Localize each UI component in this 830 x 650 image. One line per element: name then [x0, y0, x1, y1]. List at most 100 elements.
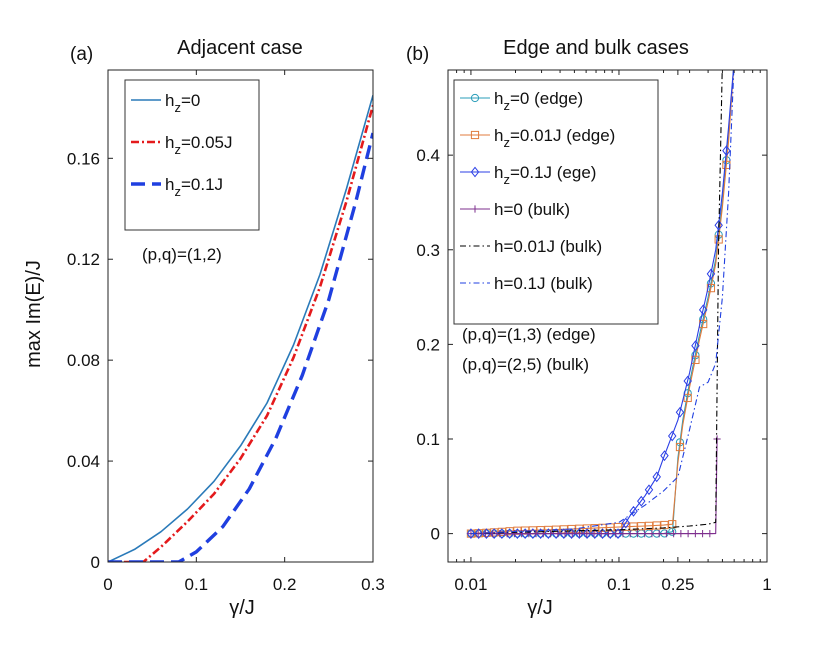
- panel-b-legend-label: hz=0.1J (ege): [494, 163, 596, 187]
- panel-b-series-3-marker: [619, 530, 627, 538]
- panel-a-series-group: [108, 94, 373, 562]
- panel-b-axes: 0.01 0.1 0.25 1 0 0.1 0.2 0.3 0.4: [416, 69, 772, 594]
- panel-b-annotation-edge: (p,q)=(1,3) (edge): [462, 325, 596, 344]
- panel-b-legend-label: h=0.01J (bulk): [494, 237, 602, 256]
- panel-b-series-3-marker: [604, 530, 613, 538]
- panel-a-xtick-label: 0.2: [273, 575, 297, 594]
- panel-a-xlabel: γ/J: [229, 597, 255, 619]
- panel-b-series-1-marker: [629, 522, 638, 531]
- panel-b-series-0-marker: [731, 57, 738, 64]
- panel-b-series-3-marker: [648, 530, 656, 538]
- panel-b-series-2-marker: [675, 406, 685, 418]
- panel-b-series-line-5: [470, 70, 735, 535]
- panel-b-series-3-marker: [691, 530, 699, 538]
- panel-b-series-2-marker: [644, 484, 654, 496]
- panel-b-series-3-marker: [698, 530, 707, 538]
- panel-b-series-1-marker: [590, 524, 599, 533]
- panel-a-ytick-label: 0.04: [67, 452, 100, 471]
- panel-b: (b) Edge and bulk cases 0.01 0.1 0.25 1 0 0.1…: [406, 37, 772, 619]
- panel-b-ytick-label: 0.3: [416, 241, 440, 260]
- panel-a-label: (a): [70, 44, 93, 65]
- panel-b-series-2-marker: [567, 528, 576, 540]
- panel-b-series-1-marker: [706, 284, 716, 293]
- panel-a-ytick-label: 0.12: [67, 250, 100, 269]
- panel-a-ytick-label: 0: [91, 553, 100, 572]
- panel-a: (a) Adjacent case 0 0.1 0.2 0.3 0 0.04 0.08 0.1…: [23, 37, 385, 619]
- panel-a-xtick-label: 0.1: [185, 575, 209, 594]
- panel-a-plot-area: [108, 94, 373, 562]
- panel-b-series-3-marker: [590, 530, 598, 538]
- panel-b-series-2-marker: [590, 528, 600, 540]
- panel-b-series-2-marker: [660, 450, 669, 462]
- panel-b-legend-marker: [470, 130, 480, 140]
- panel-b-legend: hz=0 (edge) hz=0.01J (edge) hz=0.1J (ege) h…: [453, 79, 659, 325]
- panel-b-series-2-marker: [551, 528, 561, 540]
- panel-b-series-line-3: [470, 438, 718, 535]
- panel-b-xtick-label: 1: [762, 575, 771, 594]
- panel-b-series-2-marker: [667, 430, 677, 442]
- panel-b-series-3-marker: [532, 530, 540, 538]
- panel-b-legend-label: hz=0 (edge): [494, 89, 583, 113]
- panel-b-series-1-marker: [683, 393, 692, 403]
- panel-b-series-3-marker: [597, 530, 605, 538]
- panel-b-series-3-marker: [641, 530, 649, 538]
- panel-a-legend: hz=0 hz=0.05J hz=0.1J: [124, 79, 260, 231]
- panel-a-annotation: (p,q)=(1,2): [142, 245, 222, 264]
- panel-b-ytick-label: 0.1: [416, 430, 440, 449]
- panel-a-ytick-label: 0.08: [67, 351, 100, 370]
- panel-b-series-2-marker: [575, 528, 584, 540]
- panel-a-series-line-1: [108, 104, 373, 562]
- panel-b-legend-label: h=0 (bulk): [494, 200, 570, 219]
- panel-b-series-3-marker: [546, 530, 555, 538]
- panel-b-series-2-marker: [482, 528, 491, 540]
- panel-b-series-1-marker: [644, 521, 654, 530]
- panel-b-series-1-marker: [668, 520, 677, 529]
- panel-b-series-3-marker: [655, 530, 663, 538]
- panel-b-ytick-label: 0.2: [416, 335, 440, 354]
- panel-b-series-3-marker: [503, 530, 511, 538]
- panel-b-series-1-marker: [660, 520, 669, 530]
- panel-b-legend-marker: [470, 166, 480, 178]
- panel-b-series-3-marker: [626, 530, 634, 538]
- panel-a-series-line-2: [108, 132, 373, 562]
- panel-b-series-line-4: [470, 70, 723, 535]
- panel-a-xtick-label: 0.3: [361, 575, 385, 594]
- panel-b-legend-marker: [470, 93, 480, 103]
- panel-b-series-1-marker: [637, 522, 646, 531]
- panel-b-series-3-marker: [568, 530, 576, 538]
- panel-b-series-3-marker: [706, 530, 714, 538]
- panel-b-series-2-marker: [731, 56, 738, 65]
- panel-b-xlabel: γ/J: [527, 597, 553, 619]
- panel-b-ytick-label: 0: [431, 525, 440, 544]
- panel-b-series-2-marker: [621, 517, 631, 529]
- panel-b-series-2-marker: [606, 528, 615, 540]
- panel-b-xtick-label: 0.25: [661, 575, 694, 594]
- panel-a-legend-label: hz=0.05J: [165, 133, 232, 157]
- panel-a-legend-box: [124, 79, 260, 231]
- panel-b-legend-label: h=0.1J (bulk): [494, 274, 593, 293]
- panel-a-ylabel: max Im(E)/J: [23, 260, 45, 368]
- panel-b-series-2-marker: [466, 528, 476, 540]
- panel-b-series-2-marker: [629, 505, 638, 517]
- panel-b-series-3-marker: [677, 530, 685, 538]
- panel-b-series-3-marker: [496, 530, 504, 538]
- panel-b-series-1-marker: [731, 57, 738, 64]
- panel-b-series-2-marker: [474, 528, 483, 540]
- panel-b-title: Edge and bulk cases: [503, 37, 689, 59]
- panel-b-series-3-marker: [684, 530, 692, 538]
- panel-b-series-3-marker: [583, 530, 591, 538]
- panel-b-series-1-marker: [598, 523, 607, 532]
- panel-b-frame: [447, 69, 768, 563]
- panel-b-series-1-marker: [652, 521, 661, 530]
- panel-b-xtick-label: 0.1: [607, 575, 631, 594]
- panel-b-series-2-marker: [637, 495, 646, 507]
- panel-b-series-3-marker: [670, 530, 678, 538]
- panel-b-series-2-marker: [598, 528, 607, 540]
- panel-b-series-2-marker: [582, 528, 592, 540]
- panel-b-series-1-marker: [613, 522, 623, 532]
- panel-b-plot-area: [466, 56, 738, 540]
- panel-b-series-1-marker: [675, 442, 685, 452]
- panel-a-series-line-0: [108, 94, 373, 562]
- panel-b-series-2-marker: [559, 528, 569, 540]
